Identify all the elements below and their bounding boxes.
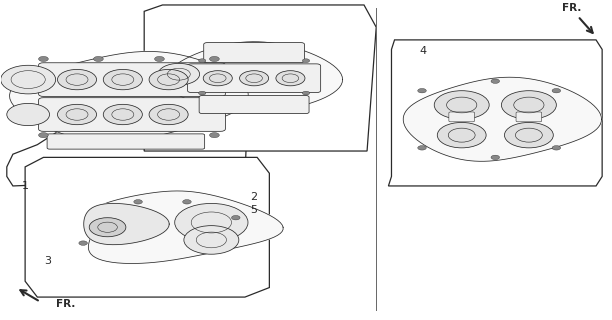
Circle shape <box>79 241 88 245</box>
Circle shape <box>7 103 50 126</box>
Circle shape <box>155 56 165 61</box>
Circle shape <box>491 155 499 160</box>
Circle shape <box>103 69 143 90</box>
Circle shape <box>94 56 103 61</box>
Circle shape <box>1 65 56 94</box>
Circle shape <box>39 132 48 138</box>
Text: 4: 4 <box>419 46 426 56</box>
FancyBboxPatch shape <box>204 43 305 63</box>
Circle shape <box>504 123 553 148</box>
Circle shape <box>418 88 427 93</box>
Polygon shape <box>166 42 343 112</box>
Circle shape <box>198 91 206 95</box>
Circle shape <box>231 215 240 220</box>
Circle shape <box>418 146 427 150</box>
FancyBboxPatch shape <box>39 98 225 131</box>
Circle shape <box>302 91 310 95</box>
Text: FR.: FR. <box>56 299 75 308</box>
Circle shape <box>209 132 219 138</box>
Polygon shape <box>9 52 248 143</box>
Circle shape <box>203 71 233 86</box>
Circle shape <box>209 56 219 61</box>
Circle shape <box>182 200 191 204</box>
Polygon shape <box>84 204 170 245</box>
Circle shape <box>58 69 97 90</box>
Circle shape <box>89 218 126 237</box>
Polygon shape <box>25 157 269 297</box>
Polygon shape <box>389 40 602 186</box>
Circle shape <box>302 59 310 63</box>
FancyBboxPatch shape <box>39 63 225 96</box>
Polygon shape <box>144 5 376 151</box>
FancyBboxPatch shape <box>47 134 204 149</box>
Circle shape <box>501 91 556 119</box>
Circle shape <box>58 104 97 125</box>
Polygon shape <box>403 77 602 161</box>
Circle shape <box>134 200 143 204</box>
Text: 5: 5 <box>250 205 258 215</box>
Polygon shape <box>7 11 251 186</box>
Circle shape <box>103 104 143 125</box>
Circle shape <box>149 104 188 125</box>
Circle shape <box>438 123 486 148</box>
FancyBboxPatch shape <box>516 112 542 122</box>
Text: 2: 2 <box>250 192 258 202</box>
Polygon shape <box>88 191 283 263</box>
Circle shape <box>174 204 248 242</box>
FancyBboxPatch shape <box>449 112 474 122</box>
FancyBboxPatch shape <box>187 64 321 92</box>
Text: 3: 3 <box>45 256 51 266</box>
Circle shape <box>184 226 239 254</box>
Circle shape <box>39 56 48 61</box>
Circle shape <box>552 88 561 93</box>
FancyBboxPatch shape <box>199 96 309 114</box>
Circle shape <box>276 71 305 86</box>
Circle shape <box>552 146 561 150</box>
Circle shape <box>158 63 200 85</box>
Circle shape <box>491 79 499 84</box>
Circle shape <box>239 71 269 86</box>
Circle shape <box>435 91 489 119</box>
Circle shape <box>149 69 188 90</box>
Text: FR.: FR. <box>562 3 581 13</box>
Text: 1: 1 <box>22 181 29 191</box>
Circle shape <box>198 59 206 63</box>
